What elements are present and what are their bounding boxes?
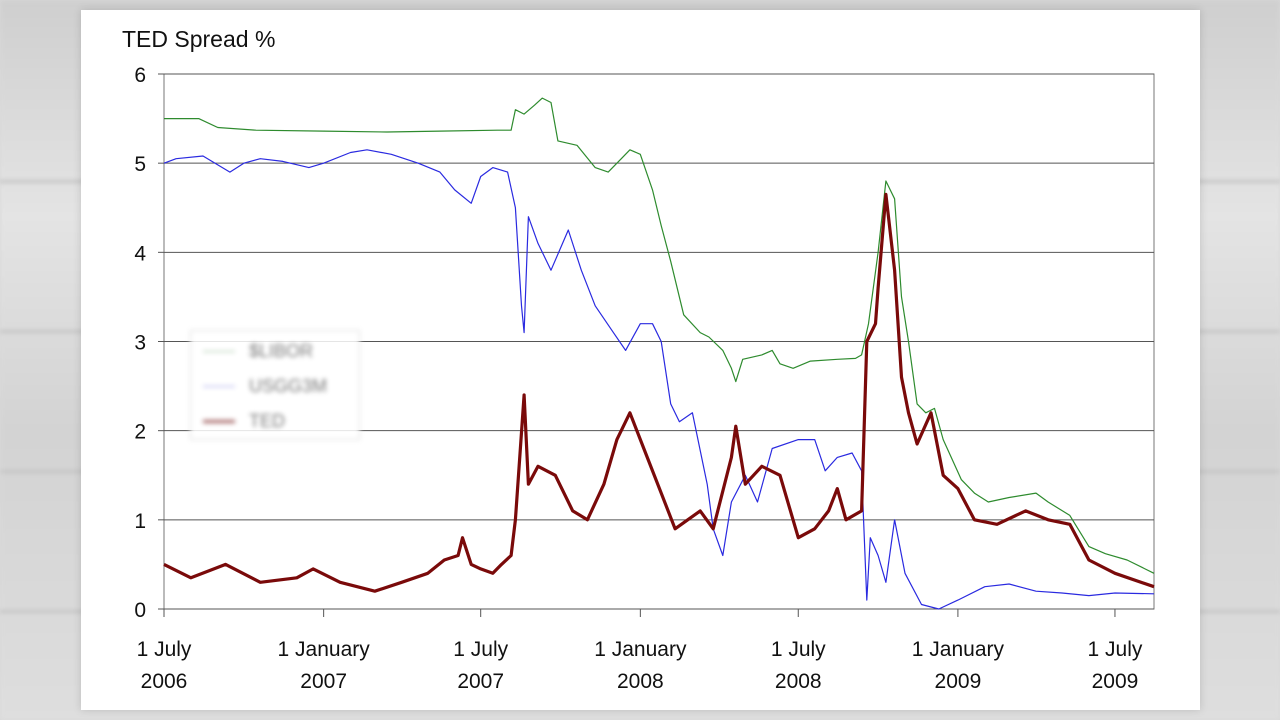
y-tick-label-6: 6 [134,64,146,87]
legend-item-ted: TED [203,411,285,431]
x-tick-label-6-line1: 1 July [1088,638,1143,661]
x-tick-label-1-line1: 1 January [278,638,371,661]
series-line-usgg3m [163,149,1155,610]
legend-label-usgg3m: USGG3M [249,375,328,396]
y-tick-label-5: 5 [134,153,146,176]
x-tick-label-3-line2: 2008 [617,670,664,693]
legend-label-ted: TED [249,410,285,431]
series-line-libor [164,97,1155,574]
legend-item-libor: $LIBOR [203,341,313,361]
x-tick-label-0-line2: 2006 [141,670,188,693]
y-tick-label-0: 0 [134,599,146,622]
x-tick-label-5-line1: 1 January [912,638,1005,661]
x-tick-label-6-line2: 2009 [1092,670,1139,693]
series-line-ted [163,192,1155,593]
x-tick-label-2-line2: 2007 [457,670,504,693]
x-tick-label-3-line1: 1 January [594,638,687,661]
legend-swatch-libor [203,350,235,352]
y-tick-label-4: 4 [134,242,146,265]
x-tick-label-4-line2: 2008 [775,670,822,693]
y-tick-label-3: 3 [134,332,146,355]
x-tick-label-5-line2: 2009 [935,670,982,693]
x-tick-label-1-line2: 2007 [300,670,347,693]
y-tick-label-1: 1 [134,510,146,533]
x-tick-label-0-line1: 1 July [137,638,192,661]
chart-title: TED Spread % [122,26,276,52]
chart-legend: $LIBOR USGG3M TED [190,330,360,440]
y-tick-label-2: 2 [134,421,146,444]
legend-swatch-usgg3m [203,385,235,387]
legend-item-usgg3m: USGG3M [203,376,327,396]
legend-swatch-ted [203,419,235,423]
x-tick-label-2-line1: 1 July [453,638,508,661]
x-tick-label-4-line1: 1 July [771,638,826,661]
legend-label-libor: $LIBOR [249,340,314,361]
